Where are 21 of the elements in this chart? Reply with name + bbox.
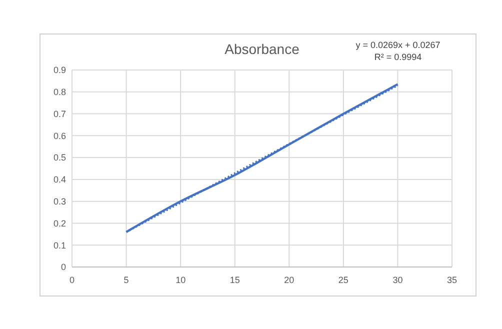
y-tick-label: 0.4 <box>53 174 66 185</box>
x-tick-label: 10 <box>176 275 186 285</box>
y-tick-label: 0 <box>60 262 66 272</box>
chart-title: Absorbance <box>224 41 300 57</box>
x-tick-label: 15 <box>230 275 240 285</box>
y-tick-label: 0.1 <box>53 240 66 250</box>
x-tick-label: 35 <box>446 275 458 285</box>
y-tick-label: 0.5 <box>53 152 66 163</box>
y-tick-label: 0.9 <box>53 65 66 76</box>
x-tick-label: 20 <box>284 275 294 285</box>
x-tick-label: 5 <box>124 275 129 285</box>
y-tick-label: 0.6 <box>53 130 66 141</box>
y-tick-label: 0.7 <box>53 108 66 119</box>
y-tick-label: 0.3 <box>53 196 66 206</box>
x-tick-label: 0 <box>69 275 75 285</box>
text: y = 0.0269x + 0.0267 <box>356 40 440 50</box>
x-tick-label: 25 <box>338 275 348 285</box>
x-tick-label: 30 <box>392 275 403 285</box>
y-tick-label: 0.8 <box>53 87 66 98</box>
y-tick-label: 0.2 <box>53 218 66 228</box>
text: R² = 0.9994 <box>374 52 422 62</box>
